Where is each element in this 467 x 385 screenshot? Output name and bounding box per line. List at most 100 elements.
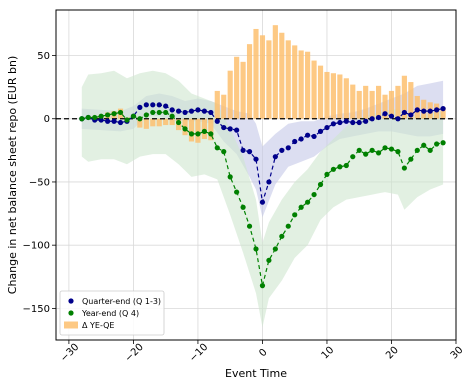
bar: [285, 40, 291, 119]
data-point: [137, 104, 143, 110]
data-point: [369, 147, 375, 153]
data-point: [156, 102, 162, 108]
x-tick-label: 0: [257, 347, 269, 359]
data-point: [234, 189, 240, 195]
data-point: [350, 119, 356, 126]
data-point: [434, 141, 440, 147]
bar: [188, 118, 195, 142]
data-point: [324, 124, 330, 131]
bar: [221, 94, 227, 119]
bar: [279, 32, 285, 119]
data-point: [279, 147, 285, 153]
y-tick-label: 0: [44, 114, 50, 125]
bar: [214, 90, 220, 119]
bar: [330, 73, 336, 119]
data-point: [130, 113, 137, 119]
data-point: [363, 151, 369, 157]
legend-marker: [68, 310, 74, 316]
data-point: [150, 102, 156, 108]
bar: [369, 90, 375, 119]
bar: [382, 94, 388, 119]
bar: [408, 82, 414, 119]
data-point: [408, 112, 414, 118]
data-point: [421, 142, 427, 148]
data-point: [311, 191, 317, 198]
data-point: [408, 156, 414, 162]
data-point: [240, 147, 246, 153]
data-point: [234, 127, 240, 133]
data-point: [375, 150, 382, 156]
bar: [259, 35, 266, 119]
data-point: [124, 117, 130, 123]
data-point: [111, 118, 117, 124]
data-point: [356, 119, 362, 126]
bar: [169, 118, 175, 126]
data-point: [214, 118, 220, 124]
data-point: [105, 118, 111, 124]
bar: [343, 78, 349, 119]
x-tick-label: 20: [384, 345, 401, 362]
y-tick-label: 50: [37, 51, 50, 62]
data-point: [292, 138, 298, 145]
data-point: [221, 149, 227, 155]
data-point: [143, 102, 149, 108]
bar: [401, 75, 407, 119]
data-point: [98, 113, 104, 119]
data-point: [388, 146, 395, 152]
bar: [363, 85, 369, 119]
confidence-band: [81, 70, 444, 328]
data-point: [182, 109, 188, 116]
data-point: [388, 113, 395, 119]
bar: [337, 74, 343, 119]
data-point: [175, 119, 182, 126]
data-point: [143, 112, 149, 118]
data-point: [182, 126, 188, 132]
data-point: [105, 112, 111, 118]
data-point: [311, 133, 317, 140]
data-point: [337, 164, 343, 170]
data-point: [175, 108, 182, 114]
data-point: [343, 162, 349, 169]
data-point: [427, 147, 433, 153]
x-tick-label: −20: [123, 342, 146, 365]
data-point: [195, 131, 201, 137]
bar: [266, 40, 272, 119]
data-point: [117, 109, 124, 116]
data-point: [305, 199, 311, 205]
bar: [350, 84, 356, 119]
data-point: [324, 171, 330, 177]
data-point: [117, 119, 124, 126]
data-point: [395, 149, 401, 155]
data-point: [414, 107, 420, 113]
data-point: [188, 108, 195, 114]
data-point: [188, 131, 195, 137]
data-point: [156, 109, 162, 116]
axes-frame: [55, 9, 457, 341]
line-series: [79, 102, 446, 289]
legend-label: Year-end (Q 4): [81, 309, 139, 318]
data-point: [137, 116, 143, 122]
bar: [234, 56, 240, 119]
data-point: [150, 109, 156, 116]
data-point: [253, 156, 259, 162]
data-point: [208, 131, 214, 137]
data-point: [79, 116, 85, 122]
data-point: [201, 108, 207, 114]
data-point: [285, 145, 291, 151]
bar: [253, 28, 259, 119]
data-point: [259, 199, 266, 205]
bar: [240, 61, 246, 119]
x-tick-label: −10: [188, 342, 211, 365]
data-point: [440, 106, 446, 112]
data-point: [85, 114, 91, 121]
bar: [298, 50, 304, 119]
bar: [156, 118, 162, 127]
data-point: [414, 147, 420, 153]
data-point: [421, 108, 427, 114]
data-point: [369, 116, 375, 122]
data-point: [292, 212, 298, 218]
x-tick-label: −30: [59, 342, 82, 365]
data-point: [356, 147, 362, 153]
data-point: [266, 257, 272, 263]
